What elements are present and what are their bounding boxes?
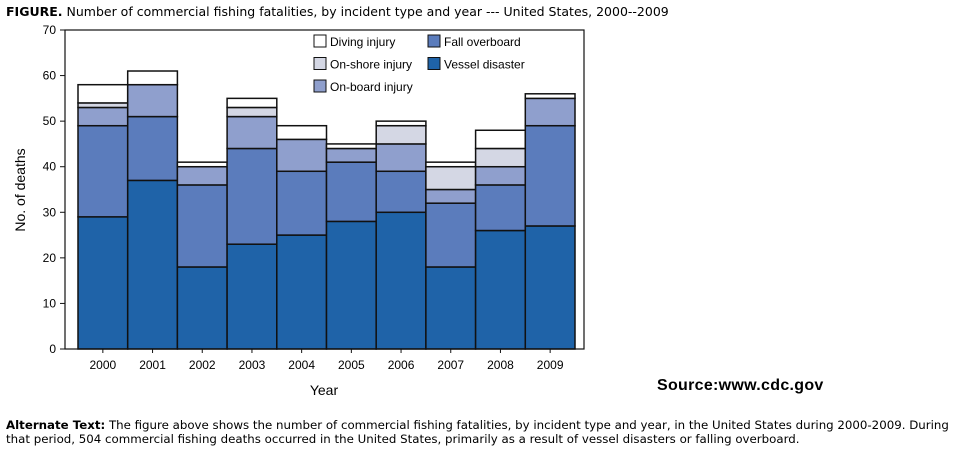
- figure-title-label: FIGURE.: [6, 4, 63, 19]
- x-tick-label-2005: 2005: [338, 358, 365, 372]
- bar-segment-vessel-disaster-2000: [77, 216, 129, 350]
- alt-text-body: The figure above shows the number of com…: [6, 418, 949, 446]
- legend: Diving injury Fall overboard On-shore inju…: [313, 34, 525, 94]
- bar-segment-diving-injury-2001: [126, 70, 179, 86]
- source-credit: Source:www.cdc.gov: [657, 377, 824, 394]
- legend-label-on-shore-injury: On-shore injury: [330, 58, 412, 72]
- plot-frame: [64, 29, 585, 350]
- bar-segment-vessel-disaster-2007: [425, 266, 477, 350]
- legend-label-vessel-disaster: Vessel disaster: [444, 58, 525, 72]
- bar-segment-vessel-disaster-2005: [325, 220, 377, 350]
- bar-segment-on-board-injury-2001: [126, 83, 179, 118]
- bar-segment-diving-injury-2005: [325, 143, 377, 150]
- bar-segment-diving-injury-2008: [474, 129, 527, 150]
- bar-segment-on-board-injury-2003: [226, 115, 278, 150]
- y-tick-label-50: 50: [43, 114, 57, 128]
- x-tick-label-2002: 2002: [189, 358, 216, 372]
- legend-label-diving-injury: Diving injury: [330, 35, 395, 49]
- y-tick-label-70: 70: [43, 23, 57, 37]
- bar-segment-vessel-disaster-2002: [176, 266, 228, 350]
- y-tick-label-20: 20: [43, 251, 57, 265]
- bar-segment-diving-injury-2007: [425, 161, 477, 168]
- bar-segment-on-shore-injury-2006: [375, 124, 427, 145]
- bar-segment-on-board-injury-2009: [524, 97, 576, 127]
- legend-swatch-on-board-injury: [313, 79, 327, 93]
- bar-segment-on-board-injury-2002: [176, 165, 228, 186]
- bar-segment-vessel-disaster-2001: [126, 179, 179, 350]
- x-axis-label: Year: [310, 382, 339, 398]
- bar-segment-on-board-injury-2000: [77, 106, 129, 127]
- bar-segment-fall-overboard-2009: [524, 124, 576, 227]
- x-tick-label-2000: 2000: [89, 358, 116, 372]
- bar-segment-diving-injury-2004: [276, 124, 328, 141]
- legend-label-fall-overboard: Fall overboard: [444, 35, 521, 49]
- legend-swatch-fall-overboard: [427, 34, 441, 48]
- legend-swatch-on-shore-injury: [313, 57, 327, 70]
- x-tick-label-2004: 2004: [288, 358, 315, 372]
- bar-segment-fall-overboard-2000: [77, 124, 129, 218]
- bar-segment-on-board-injury-2006: [375, 143, 427, 173]
- figure-title-text: Number of commercial fishing fatalities,…: [66, 4, 669, 19]
- bar-segment-diving-injury-2003: [226, 97, 278, 109]
- bar-segment-on-board-injury-2007: [425, 188, 477, 204]
- x-tick-label-2007: 2007: [437, 358, 464, 372]
- bar-segment-on-board-injury-2005: [325, 147, 377, 163]
- bar-segment-fall-overboard-2006: [375, 170, 427, 214]
- legend-swatch-diving-injury: [313, 34, 327, 48]
- legend-swatch-vessel-disaster: [427, 57, 441, 70]
- bar-segment-fall-overboard-2001: [126, 115, 179, 182]
- bar-segment-on-shore-injury-2007: [425, 165, 477, 191]
- bars-layer: [77, 70, 576, 350]
- y-axis-label: No. of deaths: [12, 148, 28, 231]
- x-tick-label-2003: 2003: [239, 358, 266, 372]
- bar-segment-on-board-injury-2004: [276, 138, 328, 173]
- x-tick-label-2001: 2001: [139, 358, 166, 372]
- bar-segment-vessel-disaster-2004: [276, 234, 328, 350]
- bar-segment-diving-injury-2006: [375, 120, 427, 127]
- y-tick-label-0: 0: [49, 342, 56, 356]
- bar-segment-on-shore-injury-2008: [474, 147, 527, 168]
- bar-segment-fall-overboard-2002: [176, 184, 228, 268]
- bar-segment-diving-injury-2009: [524, 93, 576, 100]
- figure-title: FIGURE. Number of commercial fishing fat…: [6, 4, 669, 19]
- bar-segment-vessel-disaster-2008: [474, 229, 527, 350]
- bar-segment-fall-overboard-2003: [226, 147, 278, 245]
- y-tick-label-40: 40: [43, 160, 57, 174]
- legend-label-on-board-injury: On-board injury: [330, 80, 413, 94]
- bar-segment-vessel-disaster-2003: [226, 243, 278, 350]
- bar-segment-on-shore-injury-2003: [226, 106, 278, 118]
- bar-segment-fall-overboard-2005: [325, 161, 377, 223]
- bar-segment-diving-injury-2000: [77, 83, 129, 104]
- bar-segment-fall-overboard-2008: [474, 184, 527, 232]
- stacked-bar-chart: 0 10 20 30 40 50 60 70 2000 2001 2002 2003 2004 2005 2…: [12, 23, 585, 398]
- y-tick-label-10: 10: [43, 296, 57, 310]
- bar-segment-vessel-disaster-2006: [375, 211, 427, 350]
- axes-layer: 0 10 20 30 40 50 60 70 2000 2001 2002 2003 2004 2005 2…: [43, 23, 585, 372]
- bar-segment-diving-injury-2002: [176, 161, 228, 168]
- x-tick-label-2009: 2009: [537, 358, 564, 372]
- bar-segment-fall-overboard-2007: [425, 202, 477, 268]
- x-tick-label-2006: 2006: [388, 358, 415, 372]
- y-tick-label-30: 30: [43, 205, 57, 219]
- y-tick-label-60: 60: [43, 69, 57, 83]
- x-tick-label-2008: 2008: [487, 358, 514, 372]
- bar-segment-fall-overboard-2004: [276, 170, 328, 236]
- bar-segment-on-board-injury-2008: [474, 165, 527, 186]
- alt-text-label: Alternate Text:: [6, 418, 106, 432]
- alternate-text: Alternate Text: The figure above shows t…: [6, 418, 951, 446]
- bar-segment-vessel-disaster-2009: [524, 225, 576, 350]
